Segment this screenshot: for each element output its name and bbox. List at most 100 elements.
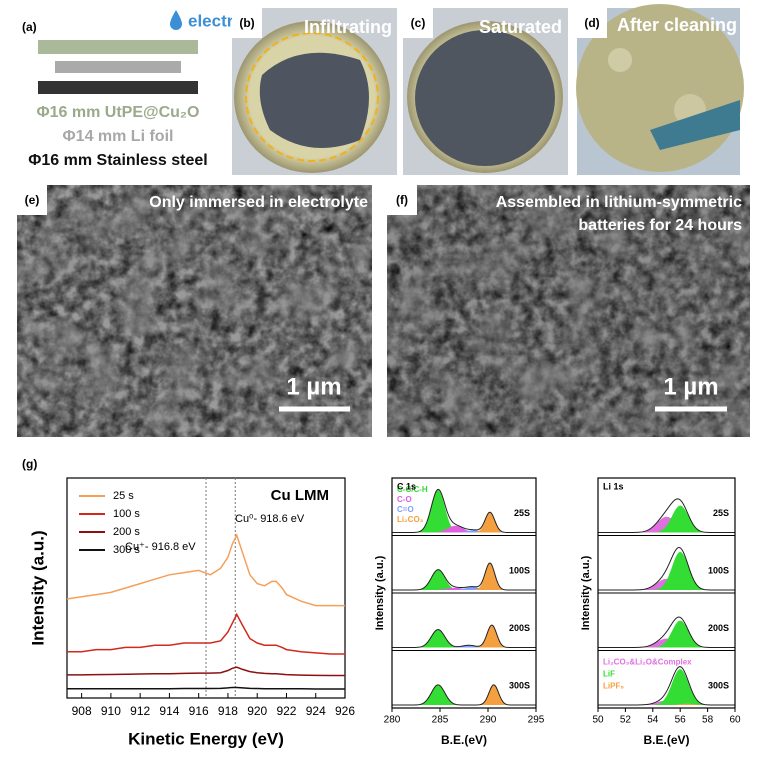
legend-label: 200 s xyxy=(113,526,140,538)
outline xyxy=(245,32,379,162)
x-axis-label: B.E.(eV) xyxy=(441,733,487,747)
x-tick-label: 58 xyxy=(702,715,714,726)
x-tick-label: 916 xyxy=(189,704,209,718)
layer-label: Φ16 mm UtPE@Cu₂O xyxy=(37,104,200,121)
x-tick-label: 918 xyxy=(218,704,238,718)
fit-peak xyxy=(392,586,536,590)
fit-peak xyxy=(392,684,536,705)
panel-a: (a) electrolyte Φ16 mm UtPE@Cu₂O Φ14 mm … xyxy=(22,10,273,169)
x-tick-label: 290 xyxy=(480,715,497,726)
spectrum-line xyxy=(67,686,345,690)
spectrum-line xyxy=(67,666,345,677)
envelope xyxy=(392,684,536,706)
y-axis-label: Intensity (a.u.) xyxy=(374,555,386,630)
fit-peak xyxy=(598,620,735,648)
fit-peak xyxy=(392,684,536,705)
spectrum-line xyxy=(67,612,345,655)
x-tick-label: 54 xyxy=(647,715,659,726)
x-tick-label: 295 xyxy=(528,715,545,726)
legend-label: LiF xyxy=(603,670,615,679)
legend-label: 300 s xyxy=(113,544,140,556)
panel-b: (b) Infiltrating xyxy=(232,8,397,175)
envelope xyxy=(392,562,536,591)
panel-label: 300S xyxy=(708,681,729,691)
panel-label: (d) xyxy=(584,16,599,30)
x-tick-label: 926 xyxy=(335,704,355,718)
label-box xyxy=(577,8,607,38)
fit-peak xyxy=(392,489,536,533)
panel-label: (b) xyxy=(239,16,254,30)
fit-peak xyxy=(598,516,735,533)
tweezers xyxy=(650,100,740,150)
x-tick-label: 280 xyxy=(384,715,401,726)
legend-label: 25 s xyxy=(113,490,134,502)
x-axis-label: Kinetic Energy (eV) xyxy=(128,729,284,748)
sem-caption: Assembled in lithium-symmetric xyxy=(496,194,742,211)
x-tick-label: 52 xyxy=(620,715,632,726)
drop-icon xyxy=(170,10,182,30)
legend-label: Li₂CO₃ xyxy=(397,515,424,524)
film xyxy=(415,30,555,166)
x-tick-label: 285 xyxy=(432,715,449,726)
x-tick-label: 920 xyxy=(247,704,267,718)
panel-label: 25S xyxy=(713,508,729,518)
label-box xyxy=(403,8,433,38)
chart-title: C 1s xyxy=(397,481,416,491)
panel-label: (c) xyxy=(411,16,426,30)
photo-caption: After cleaning xyxy=(617,15,737,35)
x-tick-label: 914 xyxy=(159,704,179,718)
label-box xyxy=(17,185,47,215)
fit-peak xyxy=(598,505,735,533)
layer-label: Φ16 mm Stainless steel xyxy=(28,152,207,169)
panel-label: (a) xyxy=(22,20,37,34)
panel-label: 300S xyxy=(509,681,530,691)
fit-peak xyxy=(598,669,735,705)
x-tick-label: 912 xyxy=(130,704,150,718)
legend-label: 100 s xyxy=(113,508,140,520)
x-tick-label: 50 xyxy=(592,715,604,726)
x-tick-label: 924 xyxy=(306,704,326,718)
scale-label: 1 µm xyxy=(286,373,341,400)
chart-title: Li 1s xyxy=(603,481,624,491)
legend-label: C=O xyxy=(397,505,414,514)
envelope xyxy=(598,498,735,533)
panel-label: (f) xyxy=(396,193,408,207)
panel-label: (g) xyxy=(22,457,37,471)
photo-caption: Saturated xyxy=(479,17,562,37)
spot xyxy=(608,48,632,72)
plot-frame xyxy=(597,477,736,709)
x-axis-label: B.E.(eV) xyxy=(643,733,689,747)
x-tick-label: 60 xyxy=(729,715,741,726)
legend-label: LiPF₆ xyxy=(603,682,624,691)
fit-peak xyxy=(392,645,536,648)
y-axis-label: Intensity (a.u.) xyxy=(28,530,47,645)
legend-label: C-O xyxy=(397,495,412,504)
envelope xyxy=(392,488,536,533)
panel-label: 100S xyxy=(708,566,729,576)
fit-peak xyxy=(392,530,536,533)
envelope xyxy=(598,547,735,591)
annotation: Cu⁰- 918.6 eV xyxy=(235,513,305,525)
fit-peak xyxy=(392,569,536,590)
layer-label: Φ14 mm Li foil xyxy=(63,128,174,145)
chart-title: Cu LMM xyxy=(271,487,329,504)
envelope xyxy=(598,666,735,706)
fit-peak xyxy=(598,551,735,590)
panel-label: 200S xyxy=(509,623,530,633)
label-box xyxy=(387,185,417,215)
sem-caption: batteries for 24 hours xyxy=(578,217,742,234)
label-box xyxy=(232,8,262,38)
film xyxy=(259,52,369,148)
panel-f: (f) Assembled in lithium-symmetric batte… xyxy=(387,185,750,437)
envelope xyxy=(392,624,536,648)
x-tick-label: 908 xyxy=(72,704,92,718)
sem-texture xyxy=(17,185,372,437)
layer-bar xyxy=(38,81,198,94)
panel-label: 200S xyxy=(708,623,729,633)
scale-label: 1 µm xyxy=(663,373,718,400)
fit-peak xyxy=(392,629,536,648)
plot-frame xyxy=(391,477,537,709)
y-axis-label: Intensity (a.u.) xyxy=(580,555,592,630)
charts: 908 910 912 914 916 918 920 922 924 926 25 s 100 s 2… xyxy=(28,477,741,748)
photo-caption: Infiltrating xyxy=(304,17,392,37)
